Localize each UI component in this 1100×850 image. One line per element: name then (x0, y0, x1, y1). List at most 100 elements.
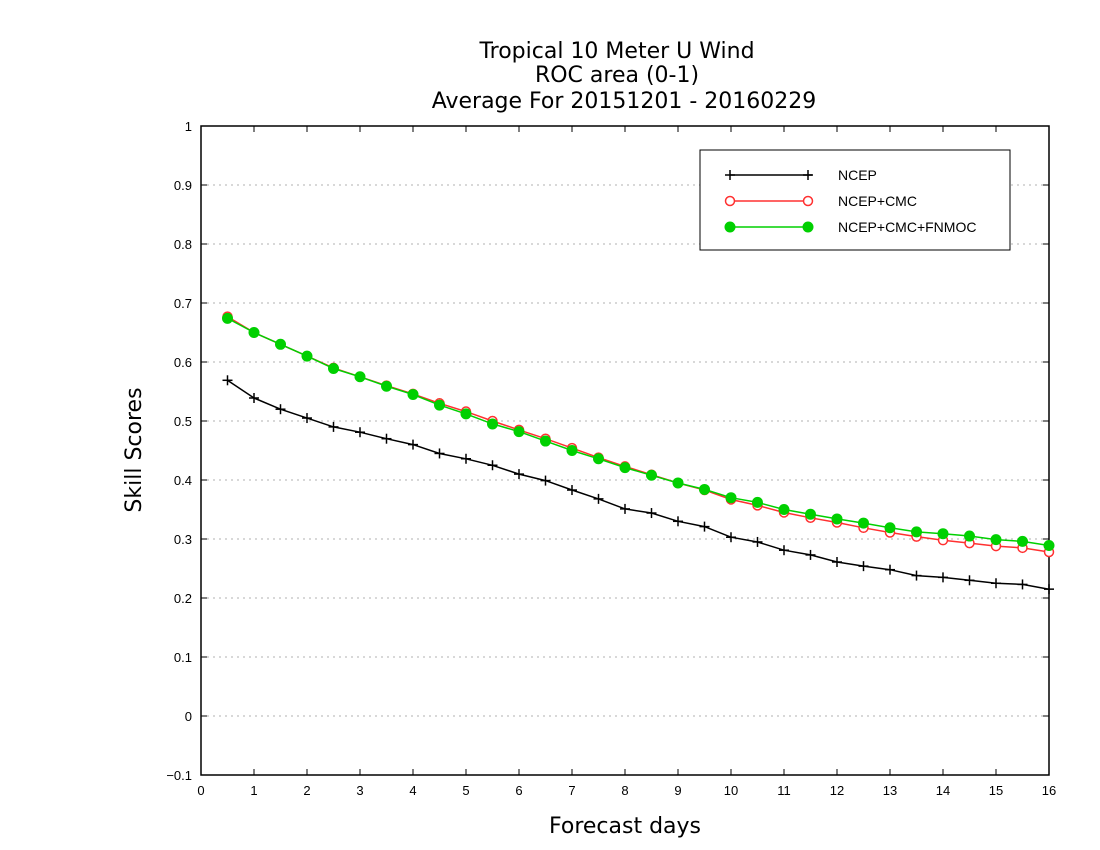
data-point-ncep-cmc-fnmoc (752, 496, 763, 508)
y-tick-label: 0 (185, 709, 192, 724)
x-tick-label: 15 (989, 783, 1003, 798)
data-point-ncep (302, 413, 312, 424)
data-point-ncep (699, 521, 710, 532)
chart-title-line-2: ROC area (0-1) (535, 63, 699, 88)
chart-title-line-3: Average For 20151201 - 20160229 (432, 89, 817, 114)
data-point-ncep-cmc-fnmoc (725, 492, 737, 504)
data-point-ncep-cmc-fnmoc (222, 312, 233, 324)
data-point-ncep-cmc-fnmoc (248, 327, 260, 338)
data-point-ncep-cmc-fnmoc (778, 504, 790, 515)
data-point-ncep (964, 575, 975, 586)
data-point-ncep-cmc-fnmoc (460, 408, 472, 420)
data-point-ncep (408, 439, 418, 450)
data-point-ncep-cmc-fnmoc (1017, 535, 1028, 547)
data-point-ncep (805, 549, 816, 560)
x-tick-label: 8 (621, 783, 628, 798)
data-point-ncep-cmc-fnmoc (354, 371, 366, 383)
data-point-ncep-cmc-fnmoc (858, 517, 869, 529)
data-point-ncep (858, 561, 869, 572)
data-point-ncep (275, 404, 286, 415)
x-tick-label: 4 (409, 783, 416, 798)
series-ncep (222, 375, 1054, 595)
x-tick-label: 16 (1042, 783, 1056, 798)
data-point-ncep (911, 570, 922, 581)
legend-marker-ncep-cmc (802, 195, 814, 207)
y-tick-label: 0.7 (174, 296, 192, 311)
data-point-ncep (434, 448, 445, 459)
data-point-ncep (381, 433, 392, 444)
data-point-ncep-cmc-fnmoc (566, 445, 578, 456)
legend-label-ncep-cmc: NCEP+CMC (838, 193, 917, 209)
y-tick-label: 0.9 (174, 178, 192, 193)
data-point-ncep (567, 485, 577, 496)
data-point-ncep-cmc-fnmoc (990, 534, 1002, 546)
data-point-ncep-cmc-fnmoc (805, 508, 816, 520)
data-point-ncep-cmc-fnmoc (381, 380, 392, 392)
series-line-ncep (227, 379, 1050, 590)
y-tick-label: 0.8 (174, 237, 192, 252)
data-point-ncep (461, 453, 471, 464)
data-point-ncep (832, 557, 842, 568)
data-point-ncep (885, 564, 895, 575)
data-point-ncep (355, 427, 365, 438)
data-point-ncep (514, 469, 524, 480)
y-tick-label: 0.5 (174, 414, 192, 429)
legend-label-ncep-cmc-fnmoc: NCEP+CMC+FNMOC (838, 219, 976, 235)
data-point-ncep-cmc-fnmoc (619, 462, 631, 474)
legend-marker-ncep (725, 170, 735, 180)
data-point-ncep-cmc-fnmoc (699, 483, 710, 495)
legend-marker-ncep-cmc-fnmoc (802, 221, 814, 233)
data-point-ncep (1017, 579, 1028, 590)
data-point-ncep-cmc-fnmoc (646, 469, 657, 481)
data-point-ncep (540, 475, 551, 486)
legend-marker-ncep (803, 170, 813, 180)
y-tick-label: 0.2 (174, 591, 192, 606)
x-axis-label: Forecast days (549, 814, 701, 839)
x-tick-label: 13 (883, 783, 897, 798)
data-point-ncep-cmc-fnmoc (513, 426, 525, 438)
x-tick-label: 1 (250, 783, 257, 798)
y-tick-label: 0.1 (174, 650, 192, 665)
legend-label-ncep: NCEP (838, 167, 877, 183)
legend-marker-ncep-cmc-fnmoc (724, 221, 736, 233)
data-point-ncep-cmc-fnmoc (487, 418, 498, 430)
data-point-ncep-cmc-fnmoc (434, 399, 445, 411)
series-ncep-cmc-fnmoc (222, 312, 1055, 551)
legend: NCEP NCEP+CMC NCEP+CMC+FNMOC (699, 149, 1011, 251)
chart-title-line-1: Tropical 10 Meter U Wind (478, 39, 754, 64)
series-ncep-cmc (222, 311, 1055, 558)
data-point-ncep-cmc-fnmoc (593, 453, 604, 465)
y-tick-label: 0.6 (174, 355, 192, 370)
data-point-ncep (938, 572, 948, 583)
x-tick-label: 7 (568, 783, 575, 798)
data-point-ncep-cmc-fnmoc (672, 477, 684, 489)
data-point-ncep (726, 532, 736, 543)
data-point-ncep-cmc-fnmoc (964, 530, 975, 542)
series-line-ncep-cmc (227, 315, 1050, 553)
x-tick-label: 2 (303, 783, 310, 798)
x-tick-label: 5 (462, 783, 469, 798)
y-tick-label: −0.1 (166, 768, 192, 783)
legend-box (699, 149, 1011, 251)
data-point-ncep (1044, 584, 1054, 595)
x-tick-label: 10 (724, 783, 738, 798)
data-point-ncep-cmc-fnmoc (1043, 539, 1055, 551)
data-point-ncep (593, 493, 604, 504)
data-point-ncep (646, 508, 657, 519)
data-point-ncep (222, 375, 233, 386)
data-point-ncep-cmc-fnmoc (540, 435, 551, 447)
x-tick-label: 3 (356, 783, 363, 798)
data-point-ncep-cmc-fnmoc (328, 362, 339, 374)
x-tick-label: 9 (674, 783, 681, 798)
data-point-ncep (249, 392, 259, 403)
data-point-ncep-cmc-fnmoc (911, 526, 922, 538)
data-point-ncep (991, 578, 1001, 589)
x-tick-label: 11 (777, 783, 791, 798)
data-point-ncep-cmc-fnmoc (407, 388, 419, 400)
y-tick-label: 0.3 (174, 532, 192, 547)
y-tick-label: 1 (185, 119, 192, 134)
data-point-ncep (673, 516, 683, 527)
data-point-ncep (328, 421, 339, 432)
data-point-ncep-cmc-fnmoc (937, 528, 949, 540)
